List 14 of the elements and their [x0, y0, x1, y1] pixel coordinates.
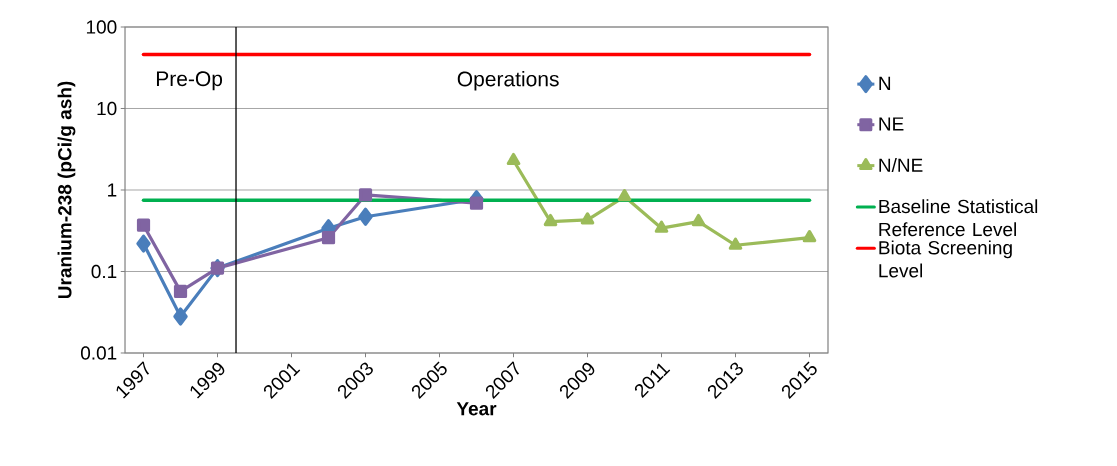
y-tick-label: 10 [97, 101, 117, 116]
legend-label: Baseline Statistical Reference Level [879, 199, 1038, 237]
x-axis-title: Year [456, 402, 497, 416]
legend-label: N/NE [879, 157, 923, 172]
legend-label: N [879, 76, 891, 90]
legend-label: NE [879, 117, 904, 131]
y-tick-label: 100 [86, 20, 117, 34]
y-tick-label: 1 [108, 183, 117, 197]
y-tick-label: 0.1 [91, 264, 117, 279]
y-tick-label: 0.01 [80, 346, 117, 360]
y-axis-title: Uranium-238 (pCi/g ash) [57, 81, 76, 299]
legend-label: Biota Screening Level [879, 240, 1012, 278]
annotation: Operations [457, 71, 559, 91]
annotation: Pre-Op [156, 71, 223, 91]
